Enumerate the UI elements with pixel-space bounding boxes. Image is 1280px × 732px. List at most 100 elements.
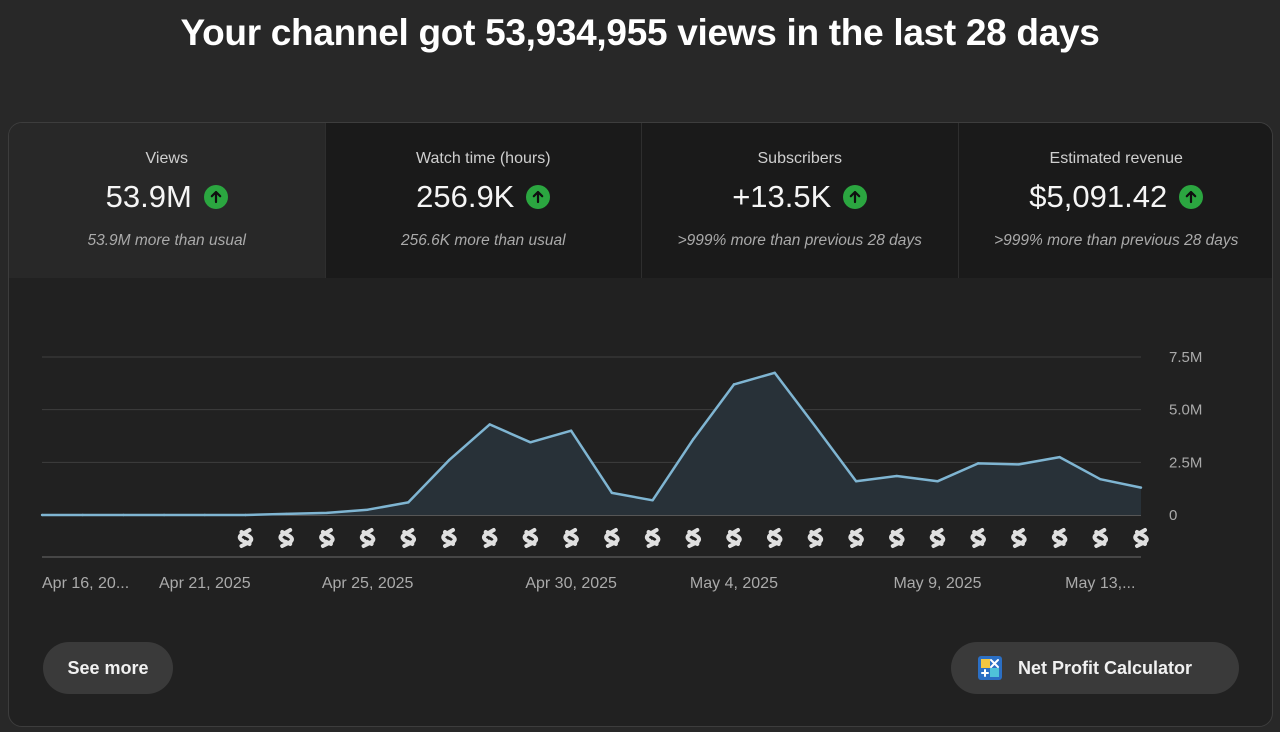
shorts-icon-stroke xyxy=(687,530,702,548)
data-point xyxy=(244,513,247,517)
shorts-icon-play xyxy=(1058,536,1063,540)
data-point xyxy=(529,441,532,444)
x-tick-label: May 13,... xyxy=(1065,575,1135,592)
views-chart[interactable]: 7.5M 5.0M 2.5M 0 Apr 16, 20... Apr 21, 2025 Ap… xyxy=(9,123,1273,727)
shorts-icon-play xyxy=(732,536,737,540)
shorts-icon-play xyxy=(651,536,656,540)
data-point xyxy=(651,499,654,502)
shorts-icon-play xyxy=(406,536,411,540)
shorts-icon xyxy=(726,528,742,548)
see-more-button[interactable]: See more xyxy=(43,642,173,694)
shorts-icon-stroke xyxy=(239,530,254,548)
page-headline: Your channel got 53,934,955 views in the… xyxy=(180,12,1100,53)
views-line xyxy=(42,371,1142,517)
shorts-icon-stroke xyxy=(890,530,905,548)
shorts-icon xyxy=(848,528,864,548)
shorts-icon xyxy=(237,528,254,548)
shorts-icon xyxy=(319,528,335,548)
shorts-icon-play xyxy=(569,536,574,540)
metric-label: Watch time (hours) xyxy=(415,150,551,167)
data-point xyxy=(732,383,736,386)
shorts-icon xyxy=(522,528,539,548)
shorts-icon-play xyxy=(854,536,859,540)
shorts-icon-play xyxy=(244,536,248,540)
metric-tab-subscribers[interactable]: Subscribers +13.5K >999% more than previ… xyxy=(642,123,959,278)
shorts-icon-stroke xyxy=(1094,530,1109,548)
data-point xyxy=(895,474,898,478)
x-tick-label: May 4, 2025 xyxy=(690,575,778,592)
arrow-up-icon xyxy=(526,185,551,209)
data-point xyxy=(407,501,410,504)
data-point xyxy=(1099,477,1102,481)
shorts-icon xyxy=(685,528,702,548)
shorts-icon-play xyxy=(773,536,778,540)
data-point xyxy=(569,429,573,432)
shorts-icon xyxy=(1051,528,1068,548)
data-point xyxy=(610,491,614,495)
metric-value: 53.9M xyxy=(105,179,192,214)
data-point xyxy=(936,480,939,483)
metric-label: Estimated revenue xyxy=(1049,150,1183,167)
shorts-icon-play xyxy=(325,536,330,540)
shorts-icon xyxy=(889,528,905,548)
metric-value: +13.5K xyxy=(732,179,832,214)
x-tick-label: May 9, 2025 xyxy=(893,575,981,592)
shorts-icon-play xyxy=(610,536,615,540)
x-tick-label: Apr 16, 20... xyxy=(42,575,129,592)
net-profit-calculator-button[interactable]: Net Profit Calculator xyxy=(951,642,1239,694)
y-tick-label: 0 xyxy=(1169,507,1177,524)
shorts-icon-stroke xyxy=(931,530,946,548)
metric-tab-revenue[interactable]: Estimated revenue $5,091.42 >999% more t… xyxy=(958,123,1272,278)
arrow-up-icon xyxy=(203,185,228,209)
shorts-icon-play xyxy=(976,536,981,540)
shorts-icon-play xyxy=(528,536,533,540)
metric-value: $5,091.42 xyxy=(1029,179,1168,214)
shorts-icon xyxy=(766,528,783,548)
shorts-icon-play xyxy=(1139,536,1144,540)
shorts-icon-stroke xyxy=(768,530,783,548)
shorts-icon xyxy=(481,528,498,548)
x-tick-label: Apr 30, 2025 xyxy=(525,575,617,592)
shorts-icon-play xyxy=(447,536,452,540)
arrow-up-icon xyxy=(1179,185,1204,209)
shorts-icon-play xyxy=(691,536,696,540)
data-point xyxy=(285,512,288,516)
metric-note: 53.9M more than usual xyxy=(87,232,247,249)
shorts-icon-stroke xyxy=(524,530,539,548)
data-point xyxy=(488,423,491,426)
shorts-icon-stroke xyxy=(361,530,376,548)
shorts-icon xyxy=(278,528,294,548)
shorts-icon-stroke xyxy=(483,530,498,548)
arrow-up-icon xyxy=(843,185,868,209)
x-tick-label: Apr 25, 2025 xyxy=(322,575,414,592)
shorts-icon xyxy=(807,528,824,548)
data-point xyxy=(325,511,329,515)
data-point xyxy=(814,425,817,428)
metric-tabs: Views 53.9M 53.9M more than usual Watch … xyxy=(9,123,1272,278)
shorts-icon xyxy=(563,528,579,548)
data-point xyxy=(366,508,369,511)
data-point xyxy=(692,437,695,441)
data-point xyxy=(81,513,84,517)
shorts-icon-play xyxy=(488,536,493,540)
data-point xyxy=(1058,455,1061,459)
shorts-icon-stroke xyxy=(280,530,294,548)
metric-tab-watch-time[interactable]: Watch time (hours) 256.9K 256.6K more th… xyxy=(325,123,642,278)
metric-label: Subscribers xyxy=(757,150,842,167)
shorts-icon xyxy=(929,528,946,548)
metric-value: 256.9K xyxy=(416,179,515,214)
shorts-icon-play xyxy=(1017,536,1022,540)
metric-tab-views[interactable]: Views 53.9M 53.9M more than usual xyxy=(9,123,326,278)
x-tick-label: Apr 21, 2025 xyxy=(159,575,251,592)
y-tick-label: 7.5M xyxy=(1169,349,1202,366)
shorts-icon-stroke xyxy=(1053,530,1068,548)
shorts-icon-stroke xyxy=(443,530,457,548)
shorts-icon-stroke xyxy=(972,530,986,548)
data-point xyxy=(122,513,125,517)
y-tick-label: 5.0M xyxy=(1169,402,1202,419)
shorts-icon xyxy=(644,528,661,548)
shorts-icon-stroke xyxy=(565,530,579,548)
calculator-logo-icon xyxy=(978,656,1002,680)
shorts-icon-stroke xyxy=(809,530,824,548)
shorts-icon-stroke xyxy=(320,530,335,548)
